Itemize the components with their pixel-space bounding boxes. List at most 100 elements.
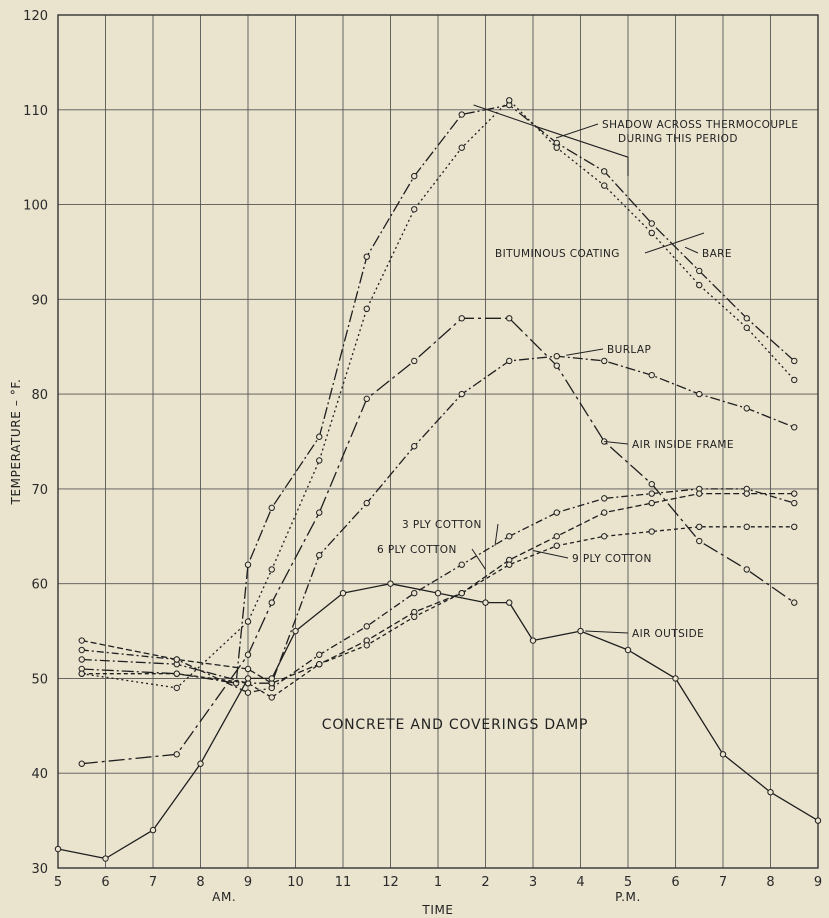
series-label-bituminous-coating: BITUMINOUS COATING: [495, 248, 620, 260]
damp-annotation: CONCRETE AND COVERINGS DAMP: [322, 717, 588, 733]
data-point: [696, 490, 703, 497]
data-point: [553, 353, 560, 360]
x-tick-label: 7: [149, 875, 157, 890]
data-point: [244, 561, 252, 568]
x-tick-label: 6: [671, 875, 679, 890]
data-point: [316, 457, 323, 464]
data-point: [696, 537, 703, 545]
y-tick-label: 80: [31, 388, 48, 403]
data-point: [553, 144, 560, 151]
series-label-9-ply-cotton: 9 PLY COTTON: [572, 553, 652, 565]
grid: [57, 14, 819, 869]
leader-line-bare: [684, 246, 699, 254]
data-point: [316, 509, 323, 516]
data-point: [696, 281, 703, 289]
data-point: [411, 613, 418, 621]
x-tick-label: 5: [624, 875, 632, 890]
data-point: [78, 637, 85, 644]
x-tick-label: 12: [382, 875, 399, 890]
y-tick-label: 110: [23, 104, 48, 119]
series-group: [54, 97, 822, 862]
data-point: [506, 561, 513, 568]
y-tick-label: 50: [31, 672, 48, 687]
data-point: [648, 220, 655, 227]
x-tick-label: 7: [719, 875, 727, 890]
data-point: [316, 661, 323, 668]
x-tick-label: 1: [434, 875, 442, 890]
series-bare: [78, 101, 798, 687]
data-point: [244, 618, 252, 625]
leader-line-3-ply-cotton: [494, 523, 499, 546]
y-tick-label: 100: [23, 199, 48, 214]
series-label-burlap: BURLAP: [607, 344, 651, 356]
data-point: [672, 675, 679, 682]
data-point: [316, 552, 323, 559]
data-point: [244, 651, 252, 658]
data-point: [411, 172, 418, 180]
series-bituminous-coating: [78, 97, 798, 692]
am-label: AM.: [212, 890, 236, 904]
data-point: [529, 637, 537, 644]
data-point: [791, 376, 798, 384]
data-point: [791, 424, 798, 431]
x-tick-label: 9: [244, 875, 252, 890]
data-point: [743, 405, 750, 412]
series-line: [81, 104, 795, 684]
x-tick-label: 6: [101, 875, 109, 890]
leader-line-air-inside-frame: [604, 441, 629, 445]
y-tick-label: 90: [31, 293, 48, 308]
shadow-bracket: [473, 104, 629, 177]
data-point: [363, 499, 370, 507]
series-burlap: [78, 353, 798, 687]
data-point: [173, 751, 180, 758]
data-point: [696, 523, 703, 530]
data-point: [506, 357, 513, 365]
leader-line-air-outside: [585, 630, 629, 634]
data-point: [767, 788, 774, 796]
data-point: [601, 495, 608, 502]
data-point: [648, 229, 655, 237]
data-point: [244, 675, 252, 682]
data-point: [577, 627, 584, 635]
x-tick-label: 8: [196, 875, 204, 890]
data-point: [601, 182, 608, 189]
data-point: [696, 390, 703, 398]
data-point: [387, 580, 394, 587]
data-point: [149, 826, 157, 834]
data-point: [363, 623, 370, 630]
data-point: [363, 305, 370, 313]
data-point: [411, 357, 418, 365]
data-point: [743, 566, 750, 573]
data-point: [363, 642, 370, 649]
data-point: [244, 665, 252, 673]
leader-line-6-ply-cotton: [471, 548, 486, 570]
data-point: [197, 760, 204, 767]
x-tick-label: 3: [529, 875, 537, 890]
x-tick-label: 10: [287, 875, 304, 890]
data-point: [601, 509, 608, 516]
data-point: [458, 589, 465, 597]
data-point: [268, 504, 275, 512]
data-point: [648, 499, 655, 507]
series-label-6-ply-cotton: 6 PLY COTTON: [377, 544, 457, 556]
data-point: [173, 670, 180, 677]
data-point: [648, 528, 655, 535]
data-point: [814, 817, 822, 824]
data-point: [54, 845, 62, 853]
data-point: [458, 561, 465, 568]
data-point: [791, 357, 798, 365]
data-point: [316, 651, 323, 658]
plot-frame: [57, 14, 819, 869]
data-point: [78, 656, 85, 663]
data-point: [458, 111, 465, 118]
leader-line-burlap: [566, 348, 604, 356]
data-point: [791, 599, 798, 606]
shadow-note-line-1: SHADOW ACROSS THERMOCOUPLE: [602, 119, 798, 131]
y-tick-label: 60: [31, 578, 48, 593]
data-point: [78, 760, 85, 767]
data-point: [624, 646, 632, 654]
data-point: [743, 324, 750, 331]
y-axis-title: TEMPERATURE – °F.: [9, 379, 23, 506]
data-point: [78, 646, 85, 654]
data-point: [719, 751, 727, 758]
